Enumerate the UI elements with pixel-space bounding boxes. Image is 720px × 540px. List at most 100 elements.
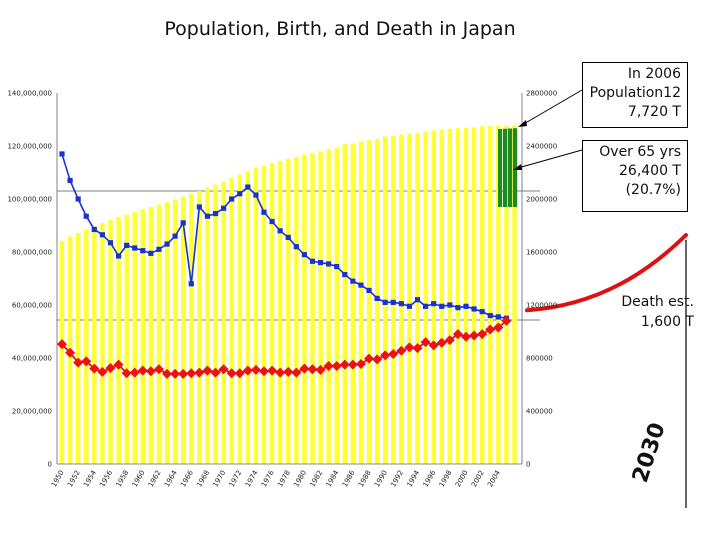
elderly-bars (498, 128, 518, 207)
deaths-point (226, 368, 237, 379)
population-bar (213, 184, 218, 464)
x-tick-label: 2002 (470, 469, 486, 488)
left-tick-label: 140,000,000 (7, 90, 52, 98)
population-bar (237, 174, 242, 465)
population-bar (399, 134, 404, 465)
births-point (132, 245, 138, 251)
deaths-point (291, 367, 302, 378)
population-bar (269, 162, 275, 464)
x-tick-label: 1970 (211, 469, 227, 488)
births-point (463, 303, 469, 309)
deaths-point (323, 360, 334, 371)
births-point (59, 151, 65, 157)
births-point (277, 228, 283, 234)
deaths-point (178, 368, 189, 379)
deaths-point (218, 364, 229, 375)
births-point (204, 213, 211, 219)
right-tick-label: 1200000 (526, 302, 557, 310)
deaths-point (364, 353, 375, 364)
elderly-callout: Over 65 yrs 26,400 T (20.7%) (582, 140, 688, 212)
population-arrow (521, 89, 583, 126)
deaths-point (170, 368, 181, 379)
deaths-point (461, 331, 471, 342)
deaths-point (267, 365, 278, 376)
births-point (99, 232, 105, 238)
population-bar (108, 219, 113, 464)
x-tick-label: 1978 (276, 469, 292, 488)
x-tick-label: 1974 (244, 469, 260, 489)
population-bar (189, 193, 194, 464)
x-tick-label: 1952 (66, 469, 82, 488)
population-bar (496, 125, 501, 464)
births-point (196, 204, 202, 210)
births-point (414, 297, 421, 303)
population-bar (366, 140, 372, 465)
death-projection-curve (525, 233, 688, 313)
x-tick-label: 1956 (98, 469, 114, 489)
chart-title: Population, Birth, and Death in Japan (164, 18, 516, 40)
elderly-arrow (517, 149, 583, 169)
deaths-point (153, 364, 164, 375)
deaths-point (194, 367, 205, 378)
population-bar (479, 126, 485, 464)
births-point (431, 301, 437, 307)
deaths-point (283, 366, 294, 377)
population-bar (504, 125, 509, 464)
births-point (229, 196, 235, 202)
deaths-point (380, 350, 391, 361)
births-point (75, 196, 81, 202)
births-point (269, 218, 275, 225)
births-point (140, 248, 146, 254)
population-bar (447, 128, 453, 464)
deaths-point (412, 343, 423, 354)
population-callout: In 2006 Population12 7,720 T (582, 62, 688, 128)
population-bar (350, 143, 356, 464)
births-point (124, 242, 130, 248)
population-bar (84, 229, 89, 464)
births-point (172, 233, 178, 239)
births-point (221, 205, 227, 211)
population-bar (75, 232, 81, 464)
deaths-point (501, 315, 512, 326)
population-bar (92, 226, 97, 464)
population-bar (132, 211, 137, 464)
death-estimate-label: Death est. 1,600 T (621, 294, 694, 330)
births-point (180, 220, 186, 226)
population-bar (342, 144, 347, 464)
births-point (156, 246, 162, 252)
births-point (237, 191, 243, 197)
population-arrowhead (518, 120, 527, 127)
births-point (115, 253, 122, 259)
x-tick-label: 2004 (486, 469, 502, 489)
deaths-point (372, 354, 383, 365)
births-point (67, 177, 73, 184)
deaths-point (275, 367, 286, 378)
population-bar (116, 217, 121, 464)
left-tick-label: 0 (48, 461, 52, 469)
deaths-point (162, 368, 173, 379)
population-bar (140, 209, 145, 464)
deaths-point (469, 330, 480, 341)
deaths-point (210, 367, 221, 378)
deaths-point (355, 358, 366, 369)
deaths-point (347, 359, 358, 370)
x-tick-label: 1972 (228, 469, 244, 488)
population-bar (172, 199, 178, 464)
population-bar (318, 151, 323, 465)
deaths-point (485, 324, 496, 335)
births-point (83, 213, 89, 219)
births-point (342, 271, 348, 278)
population-bar (245, 170, 251, 464)
deaths-point (444, 335, 455, 346)
deaths-point (259, 366, 269, 377)
population-bar (197, 191, 202, 465)
left-tick-label: 40,000,000 (12, 355, 52, 363)
deaths-point (113, 359, 124, 370)
x-tick-label: 1980 (292, 469, 308, 488)
population-bar (423, 131, 428, 464)
births-point (91, 226, 97, 233)
x-tick-label: 1982 (308, 469, 324, 488)
elderly-arrowhead (513, 164, 522, 170)
left-tick-label: 120,000,000 (7, 143, 52, 151)
